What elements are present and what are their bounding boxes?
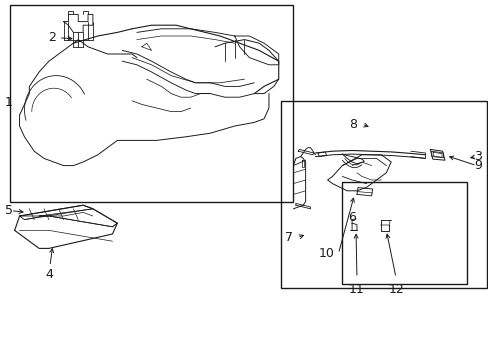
Text: 7: 7 [285,231,293,244]
Bar [281,101,486,288]
Text: 8: 8 [348,118,356,131]
Text: 12: 12 [387,283,403,296]
Text: 2: 2 [48,31,56,44]
Text: 4: 4 [45,268,53,281]
Text: 9: 9 [473,159,481,172]
Bar [342,182,466,284]
Text: 6: 6 [347,211,355,224]
Text: 5: 5 [5,204,13,217]
Text: 3: 3 [473,150,481,163]
Text: 10: 10 [319,247,334,260]
Text: 11: 11 [348,283,364,296]
Bar [10,5,293,202]
Text: 1: 1 [5,96,13,109]
